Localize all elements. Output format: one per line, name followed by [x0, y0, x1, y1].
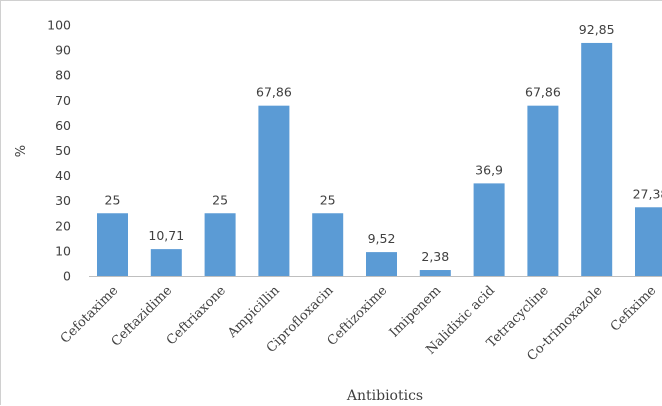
data-label: 67,86 [525, 85, 561, 100]
category-label: Ampicillin [224, 283, 283, 342]
bar [527, 105, 559, 276]
data-label: 25 [105, 192, 121, 207]
y-tick-label: 100 [47, 18, 71, 33]
y-tick-label: 60 [55, 118, 71, 133]
y-tick-label: 0 [63, 269, 71, 284]
category-label: Imipenem [387, 283, 444, 340]
data-label: 10,71 [148, 228, 184, 243]
y-axis-title: % [14, 145, 29, 157]
y-tick-label: 90 [55, 43, 71, 58]
y-tick-label: 80 [55, 68, 71, 83]
bar [312, 213, 344, 276]
bar [635, 207, 662, 276]
bar [204, 213, 236, 276]
x-axis-title: Antibiotics [346, 388, 423, 404]
bar [473, 183, 505, 276]
category-label: Cefixime [608, 283, 660, 335]
x-axis-categories: CefotaximeCeftazidimeCeftriaxoneAmpicill… [58, 283, 660, 364]
bar [366, 252, 397, 276]
data-label: 25 [212, 192, 228, 207]
y-tick-label: 40 [55, 168, 71, 183]
y-tick-label: 30 [55, 193, 71, 208]
bar [419, 270, 451, 276]
data-label: 25 [320, 192, 336, 207]
data-labels: 25 10,71 25 67,86 25 9,52 2,38 36,9 67,86 92,85 27… [105, 22, 662, 264]
y-tick-label: 10 [55, 243, 71, 258]
data-label: 67,86 [256, 85, 292, 100]
bar [581, 42, 613, 276]
data-label: 9,52 [368, 231, 396, 246]
data-label: 27,38 [633, 186, 662, 201]
data-label: 2,38 [421, 249, 449, 264]
y-tick-label: 70 [55, 93, 71, 108]
data-label: 36,9 [475, 162, 503, 177]
y-tick-label: 50 [55, 143, 71, 158]
bar [258, 105, 290, 276]
bar [97, 213, 128, 276]
bars [97, 42, 662, 276]
y-axis-ticks: 0 10 20 30 40 50 60 70 80 90 100 [47, 18, 71, 284]
y-tick-label: 20 [55, 218, 71, 233]
data-label: 92,85 [579, 22, 615, 37]
bar [150, 249, 182, 276]
